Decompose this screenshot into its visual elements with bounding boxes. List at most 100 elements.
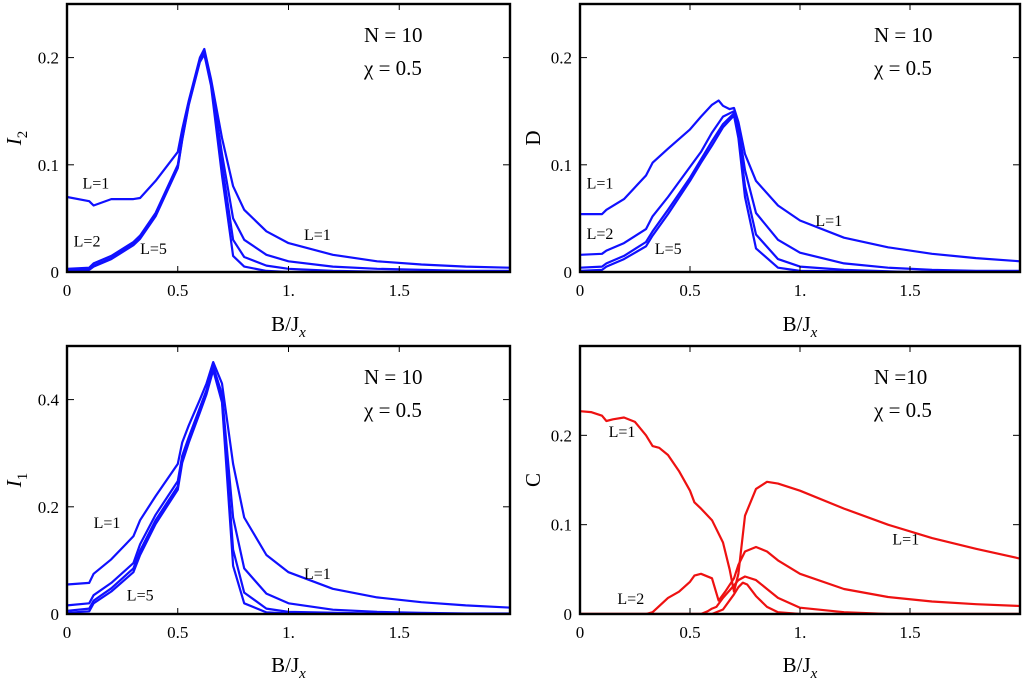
x-tick-label: 0 — [576, 623, 585, 642]
annotation-0: N = 10 — [364, 365, 423, 389]
series-line-l3 — [67, 52, 510, 272]
y-axis-label-main: C — [521, 473, 545, 487]
x-axis-label: B/Jx — [783, 653, 818, 681]
annotation-0: N = 10 — [364, 23, 423, 47]
y-tick-label: 0.1 — [551, 516, 572, 535]
y-axis-label: I2 — [2, 131, 31, 147]
y-tick-label: 0.1 — [551, 156, 572, 175]
annotation-0: N =10 — [874, 365, 927, 389]
y-tick-label: 0.1 — [38, 156, 59, 175]
series-line-l1 — [67, 361, 510, 609]
curve-label: L=1 — [815, 213, 842, 230]
annotation-0: N = 10 — [874, 23, 933, 47]
x-tick-label: 0 — [63, 623, 72, 642]
x-tick-label: 1.5 — [389, 281, 410, 300]
series-line-l2 — [67, 51, 510, 272]
annotation-1: χ = 0.5 — [873, 398, 932, 422]
series-line-l5 — [67, 369, 510, 614]
series-line-l1 — [67, 47, 510, 269]
y-tick-label: 0.2 — [38, 49, 59, 68]
curve-label: L=1 — [94, 515, 121, 532]
curve-label: L=1 — [892, 531, 919, 548]
curves — [580, 410, 1020, 614]
y-axis-label: I1 — [2, 473, 31, 489]
x-axis-label-sub: x — [810, 666, 818, 681]
curve-label: L=1 — [609, 424, 636, 441]
curve-label: L=1 — [304, 566, 331, 583]
y-axis-label: C — [521, 473, 545, 487]
plot-frame — [65, 2, 512, 274]
y-tick-label: 0.2 — [551, 426, 572, 445]
series-line-l5 — [580, 114, 1020, 272]
x-tick-label: 0.5 — [167, 623, 188, 642]
x-axis-label-main: B/J — [783, 653, 811, 677]
series-line-l2 — [580, 110, 1020, 272]
x-axis-label: B/Jx — [783, 312, 818, 341]
panel-I1: 0 0.5 1. 1.5 0 0.2 0.4 B/Jx I1 N = 10 χ = 0.5 L=1 L=… — [2, 344, 512, 681]
x-axis-label-main: B/J — [271, 653, 299, 677]
x-axis-label-sub: x — [298, 666, 306, 681]
curves — [67, 361, 510, 614]
curve-label: L=1 — [83, 175, 110, 192]
series-line-l5 — [67, 53, 510, 272]
curve-label: L=2 — [74, 233, 101, 250]
curve-label: L=1 — [587, 175, 614, 192]
y-tick-label: 0 — [51, 605, 60, 624]
x-tick-label: 1. — [794, 623, 807, 642]
y-tick-label: 0.2 — [38, 498, 59, 517]
x-tick-label: 1.5 — [389, 623, 410, 642]
x-tick-label: 1. — [794, 281, 807, 300]
x-tick-label: 1. — [282, 281, 295, 300]
curve-label: L=5 — [140, 241, 167, 258]
panel-C: 0 0.5 1. 1.5 0 0.1 0.2 B/Jx C N =10 χ = 0.5 L=1 L=1 L… — [521, 344, 1022, 681]
x-tick-label: 0 — [576, 281, 585, 300]
x-axis-label-main: B/J — [783, 312, 811, 336]
curve-label: L=2 — [587, 226, 614, 243]
panel-I2: 0 0.5 1. 1.5 0 0.1 0.2 B/Jx I2 N = 10 χ = 0.5 L=1 L=… — [2, 2, 512, 341]
curve-label: L=1 — [304, 227, 331, 244]
y-axis-label-main: I — [2, 137, 26, 146]
curves — [67, 47, 510, 272]
y-axis-label-main: I — [2, 479, 26, 488]
curve-label: L=2 — [617, 591, 644, 608]
y-tick-label: 0 — [564, 263, 573, 282]
series-line-l2 — [67, 365, 510, 614]
x-tick-label: 1.5 — [899, 281, 920, 300]
curves — [580, 99, 1020, 272]
x-tick-label: 0.5 — [679, 623, 700, 642]
annotation-1: χ = 0.5 — [363, 398, 422, 422]
y-axis-label: D — [521, 130, 545, 145]
plot-frame — [578, 2, 1022, 274]
x-tick-label: 0.5 — [167, 281, 188, 300]
y-tick-label: 0 — [564, 605, 573, 624]
y-tick-label: 0 — [51, 263, 60, 282]
x-tick-label: 0.5 — [679, 281, 700, 300]
series-line-l3 — [580, 575, 1020, 614]
x-axis-label-main: B/J — [271, 312, 299, 336]
y-axis-label-sub: 1 — [15, 473, 31, 481]
plot-frame — [65, 344, 512, 616]
y-tick-label: 0.4 — [38, 391, 60, 410]
curve-label: L=5 — [655, 241, 682, 258]
x-tick-label: 1. — [282, 623, 295, 642]
y-tick-label: 0.2 — [551, 49, 572, 68]
series-line-l1 — [580, 410, 1020, 593]
y-axis-label-main: D — [521, 130, 545, 145]
series-line-l3 — [580, 112, 1020, 272]
x-axis-label-sub: x — [810, 325, 818, 341]
annotation-1: χ = 0.5 — [363, 56, 422, 80]
y-axis-label-sub: 2 — [15, 131, 31, 139]
series-line-l1 — [580, 99, 1020, 263]
x-axis-label: B/Jx — [271, 312, 306, 341]
annotation-1: χ = 0.5 — [873, 56, 932, 80]
curve-label: L=5 — [127, 588, 154, 605]
series-line-l5 — [580, 581, 1020, 614]
series-line-l2 — [580, 545, 1020, 614]
x-axis-label-sub: x — [298, 325, 306, 341]
x-tick-label: 1.5 — [899, 623, 920, 642]
x-axis-label: B/Jx — [271, 653, 306, 681]
panel-D: 0 0.5 1. 1.5 0 0.1 0.2 B/Jx D N = 10 χ = 0.5 L=1 L=2… — [521, 2, 1022, 341]
x-tick-label: 0 — [63, 281, 72, 300]
series-line-l3 — [67, 367, 510, 614]
